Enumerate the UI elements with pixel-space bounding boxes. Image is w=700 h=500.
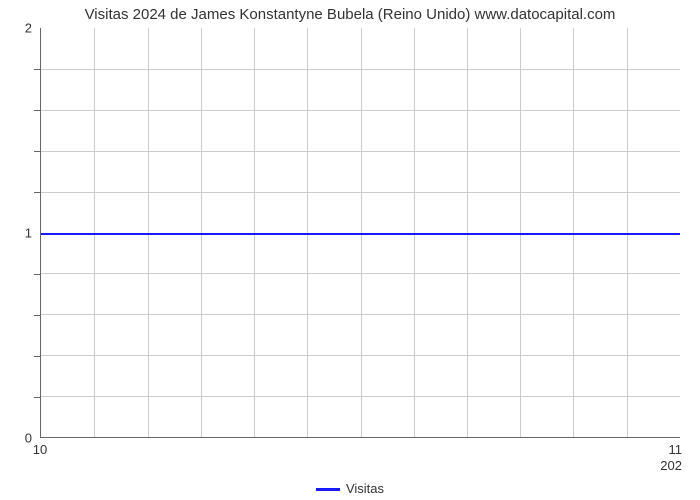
- y-tick-label: 0: [18, 431, 32, 446]
- legend: Visitas: [0, 481, 700, 496]
- y-tick-label: 2: [18, 21, 32, 36]
- gridline-h: [41, 192, 680, 193]
- line-chart: Visitas 2024 de James Konstantyne Bubela…: [0, 0, 700, 500]
- y-tick-label: 1: [18, 226, 32, 241]
- gridline-h: [41, 69, 680, 70]
- gridline-h: [41, 396, 680, 397]
- legend-swatch: [316, 488, 340, 491]
- chart-title: Visitas 2024 de James Konstantyne Bubela…: [0, 6, 700, 23]
- gridline-h: [41, 151, 680, 152]
- gridline-h: [41, 314, 680, 315]
- x-tick-sublabel: 202: [660, 458, 682, 473]
- legend-label: Visitas: [346, 481, 384, 496]
- series-line-visitas: [41, 233, 680, 235]
- gridline-h: [41, 273, 680, 274]
- gridline-h: [41, 355, 680, 356]
- plot-area: [40, 28, 680, 438]
- x-tick-label: 10: [33, 442, 47, 457]
- gridline-h: [41, 110, 680, 111]
- x-tick-label: 11: [669, 442, 683, 457]
